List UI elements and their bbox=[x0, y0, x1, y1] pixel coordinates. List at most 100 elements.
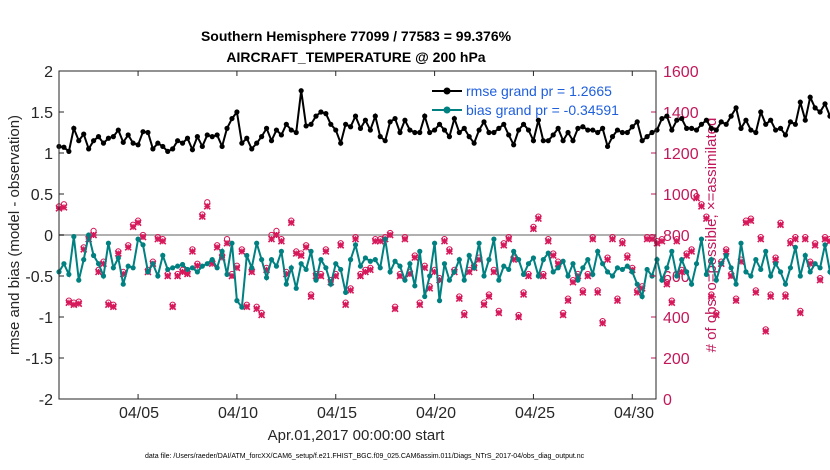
rmse-point bbox=[491, 129, 497, 136]
obs-assimilated-marker bbox=[445, 247, 453, 255]
obs-assimilated-marker bbox=[549, 251, 557, 260]
rmse-point bbox=[412, 129, 418, 136]
bias-point bbox=[575, 277, 581, 283]
obs-assimilated-marker bbox=[673, 237, 681, 245]
bias-point bbox=[155, 273, 161, 279]
rmse-point bbox=[772, 127, 779, 133]
bias-point bbox=[382, 236, 388, 242]
bias-point bbox=[318, 257, 324, 263]
obs-assimilated-marker bbox=[539, 272, 547, 280]
rmse-point bbox=[614, 127, 621, 133]
bias-point bbox=[600, 261, 606, 267]
bias-point bbox=[520, 271, 527, 277]
obs-assimilated-marker bbox=[253, 305, 261, 313]
rmse-point bbox=[382, 138, 388, 144]
bias-point bbox=[140, 242, 146, 248]
rmse-point bbox=[688, 125, 695, 131]
rmse-point bbox=[545, 138, 551, 144]
obs-assimilated-marker bbox=[495, 309, 503, 317]
bias-point bbox=[807, 269, 813, 275]
obs-assimilated-marker bbox=[317, 272, 325, 280]
bias-point bbox=[570, 261, 576, 267]
rmse-point bbox=[817, 109, 823, 115]
bias-point bbox=[728, 265, 734, 271]
bias-point bbox=[362, 255, 369, 261]
obs-assimilated-marker bbox=[351, 235, 360, 243]
obs-assimilated-marker bbox=[692, 194, 701, 202]
obs-assimilated-marker bbox=[762, 327, 770, 335]
bias-point bbox=[733, 281, 739, 287]
rmse-point bbox=[249, 146, 255, 152]
bias-point bbox=[184, 266, 191, 273]
bias-point bbox=[179, 261, 186, 268]
obs-assimilated-marker bbox=[490, 268, 498, 276]
obs-assimilated-marker bbox=[203, 202, 211, 210]
rmse-point bbox=[540, 138, 546, 144]
bias-point bbox=[189, 265, 196, 271]
obs-assimilated-marker bbox=[791, 235, 799, 243]
rmse-point bbox=[352, 113, 359, 119]
rmse-point bbox=[698, 121, 705, 127]
rmse-point bbox=[288, 127, 294, 133]
obs-assimilated-marker bbox=[618, 239, 626, 247]
bias-point bbox=[644, 266, 650, 273]
bias-point bbox=[629, 269, 635, 275]
rmse-point bbox=[476, 127, 482, 133]
bias-point bbox=[441, 261, 448, 267]
bias-point bbox=[609, 273, 616, 279]
rmse-point bbox=[822, 101, 828, 107]
bias-point bbox=[110, 265, 116, 271]
bias-point bbox=[244, 252, 250, 259]
bias-point bbox=[86, 232, 92, 238]
bias-point bbox=[328, 281, 334, 287]
rmse-point bbox=[451, 115, 457, 122]
rmse-series bbox=[56, 88, 830, 154]
bias-point bbox=[693, 261, 700, 267]
obs-assimilated-marker bbox=[564, 297, 572, 305]
bias-point bbox=[456, 257, 462, 263]
rmse-point bbox=[535, 117, 541, 123]
rmse-point bbox=[733, 105, 739, 111]
rmse-point bbox=[802, 117, 808, 123]
chart-title-line-2: AIRCRAFT_TEMPERATURE @ 200 hPa bbox=[226, 49, 485, 65]
obs-assimilated-marker bbox=[559, 311, 567, 319]
bias-point bbox=[387, 269, 393, 275]
x-tick-label: 04/10 bbox=[218, 405, 258, 422]
bias-point bbox=[624, 263, 630, 269]
rmse-point bbox=[362, 117, 369, 123]
obs-assimilated-marker bbox=[302, 243, 310, 251]
bias-point bbox=[105, 240, 112, 246]
bias-point bbox=[604, 269, 611, 275]
rmse-point bbox=[600, 125, 606, 131]
bias-point bbox=[768, 273, 774, 279]
rmse-point bbox=[278, 132, 284, 138]
bias-point bbox=[76, 277, 82, 283]
rmse-point bbox=[189, 147, 196, 153]
bias-point bbox=[219, 248, 225, 254]
bias-point bbox=[249, 265, 255, 271]
obs-assimilated-marker bbox=[599, 319, 607, 327]
rmse-point bbox=[224, 125, 230, 131]
bias-point bbox=[787, 265, 794, 271]
bias-point bbox=[446, 277, 453, 283]
rmse-point bbox=[693, 127, 700, 133]
bias-point bbox=[273, 263, 280, 269]
bias-point bbox=[718, 261, 724, 267]
bias-point bbox=[486, 257, 492, 263]
bias-point bbox=[278, 248, 284, 254]
rmse-point bbox=[357, 125, 364, 131]
obs-assimilated-marker bbox=[272, 231, 281, 239]
bias-point bbox=[772, 261, 779, 267]
obs-assimilated-marker bbox=[485, 292, 493, 301]
obs-assimilated-marker bbox=[663, 280, 671, 288]
bias-point bbox=[234, 298, 240, 304]
bias-point bbox=[595, 248, 601, 254]
rmse-point bbox=[318, 109, 324, 115]
obs-assimilated-marker bbox=[658, 237, 666, 245]
chart-title-line-1: Southern Hemisphere 77099 / 77583 = 99.3… bbox=[201, 28, 512, 44]
bias-point bbox=[639, 293, 645, 300]
y-right-tick-label: 1000 bbox=[663, 187, 699, 204]
rmse-point bbox=[713, 127, 719, 133]
rmse-point bbox=[86, 146, 92, 152]
